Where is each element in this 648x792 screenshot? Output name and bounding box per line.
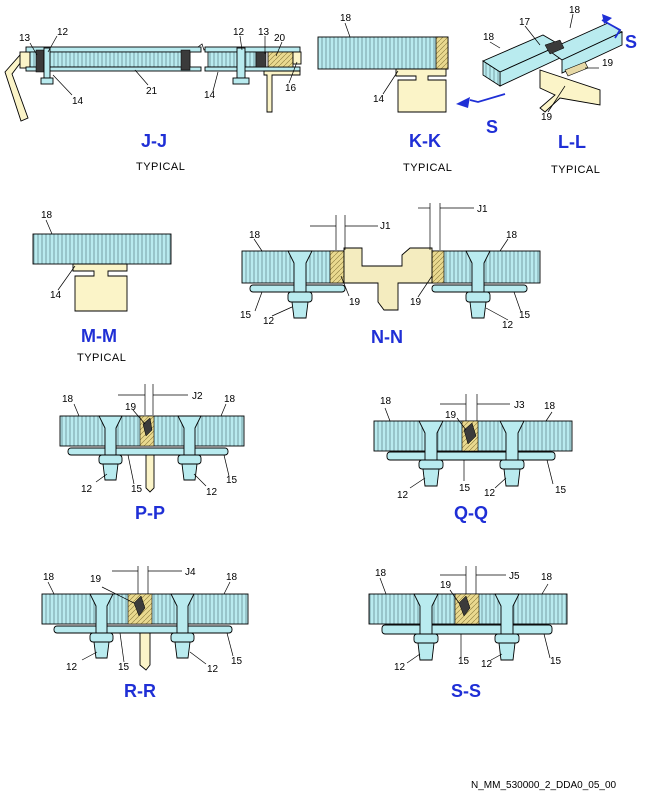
- nn-label-19a: 19: [349, 297, 361, 308]
- ll-title: L-L: [558, 132, 586, 152]
- nn-label-19b: 19: [410, 297, 422, 308]
- rr-label-19: 19: [90, 574, 102, 585]
- jj-panel: [29, 51, 191, 68]
- pp-label-18a: 18: [62, 394, 74, 405]
- figure-reference: N_MM_530000_2_DDA0_05_00: [471, 780, 617, 791]
- section-nn: [241, 203, 541, 321]
- ll-typical: TYPICAL: [551, 164, 600, 176]
- nn-label-12a: 12: [263, 316, 275, 327]
- rr-label-15a: 15: [118, 662, 130, 673]
- nn-dim-j1-left: J1: [380, 221, 391, 232]
- pp-label-12b: 12: [206, 487, 218, 498]
- jj-label-20: 20: [274, 33, 286, 44]
- jj-label-14: 14: [72, 96, 84, 107]
- ll-view-s-left: S: [486, 117, 498, 137]
- nn-label-15b: 15: [519, 310, 531, 321]
- kk-panel: [317, 36, 449, 70]
- ss-label-15a: 15: [458, 656, 470, 667]
- pp-label-19: 19: [125, 402, 137, 413]
- rr-label-18b: 18: [226, 572, 238, 583]
- ss-label-19: 19: [440, 580, 452, 591]
- jj-label-13b: 13: [258, 27, 270, 38]
- kk-beam: [395, 68, 447, 113]
- kk-label-14: 14: [373, 94, 385, 105]
- pp-label-18b: 18: [224, 394, 236, 405]
- ss-label-18b: 18: [541, 572, 553, 583]
- jj-title: J-J: [141, 131, 167, 151]
- section-pp: [59, 384, 245, 493]
- pp-dim-j2: J2: [192, 391, 203, 402]
- kk-title: K-K: [409, 131, 441, 151]
- ss-label-15b: 15: [550, 656, 562, 667]
- ll-label-19b: 19: [541, 112, 553, 123]
- section-kk: [317, 22, 449, 113]
- section-qq: [373, 394, 573, 489]
- rr-dim-j4: J4: [185, 567, 196, 578]
- nn-title: N-N: [371, 327, 403, 347]
- section-mm: [32, 219, 172, 312]
- jj-label-12: 12: [57, 27, 69, 38]
- ll-label-19a: 19: [602, 58, 614, 69]
- jj-label-14b: 14: [204, 90, 216, 101]
- nn-profile: [343, 247, 433, 311]
- ss-label-18a: 18: [375, 568, 387, 579]
- ll-label-18b: 18: [483, 32, 495, 43]
- qq-label-12a: 12: [397, 490, 409, 501]
- kk-typical: TYPICAL: [403, 162, 452, 174]
- qq-label-18a: 18: [380, 396, 392, 407]
- mm-typical: TYPICAL: [77, 352, 126, 364]
- nn-label-18b: 18: [506, 230, 518, 241]
- pp-label-15a: 15: [131, 484, 143, 495]
- pp-title: P-P: [135, 503, 165, 523]
- pp-label-15b: 15: [226, 475, 238, 486]
- mm-label-14: 14: [50, 290, 62, 301]
- pp-label-12a: 12: [81, 484, 93, 495]
- mm-title: M-M: [81, 326, 117, 346]
- nn-dim-j1-right: J1: [477, 204, 488, 215]
- mm-label-18: 18: [41, 210, 53, 221]
- qq-label-19: 19: [445, 410, 457, 421]
- mm-panel: [32, 233, 172, 265]
- rr-label-12b: 12: [207, 664, 219, 675]
- ll-label-17: 17: [519, 17, 531, 28]
- jj-top-skin: [25, 46, 202, 53]
- qq-dim-j3: J3: [514, 400, 525, 411]
- qq-title: Q-Q: [454, 503, 488, 523]
- rr-label-18a: 18: [43, 572, 55, 583]
- nn-label-15a: 15: [240, 310, 252, 321]
- qq-label-15b: 15: [555, 485, 567, 496]
- qq-label-18b: 18: [544, 401, 556, 412]
- ll-label-18a: 18: [569, 5, 581, 16]
- jj-label-21: 21: [146, 86, 158, 97]
- jj-typical: TYPICAL: [136, 161, 185, 173]
- ss-dim-j5: J5: [509, 571, 520, 582]
- nn-label-12b: 12: [502, 320, 514, 331]
- kk-label-18: 18: [340, 13, 352, 24]
- ll-view-s-right: S: [625, 32, 637, 52]
- section-jj: [4, 35, 302, 122]
- rr-label-15b: 15: [231, 656, 243, 667]
- jj-label-12b: 12: [233, 27, 245, 38]
- nn-label-18a: 18: [249, 230, 261, 241]
- ss-title: S-S: [451, 681, 481, 701]
- jj-label-13: 13: [19, 33, 31, 44]
- qq-label-12b: 12: [484, 488, 496, 499]
- ss-label-12a: 12: [394, 662, 406, 673]
- mm-beam: [72, 263, 128, 312]
- section-ll: [456, 13, 623, 113]
- rr-title: R-R: [124, 681, 156, 701]
- section-ss: [368, 566, 568, 664]
- rr-label-12a: 12: [66, 662, 78, 673]
- section-rr: [41, 566, 249, 671]
- ss-label-12b: 12: [481, 659, 493, 670]
- jj-label-16: 16: [285, 83, 297, 94]
- qq-label-15a: 15: [459, 483, 471, 494]
